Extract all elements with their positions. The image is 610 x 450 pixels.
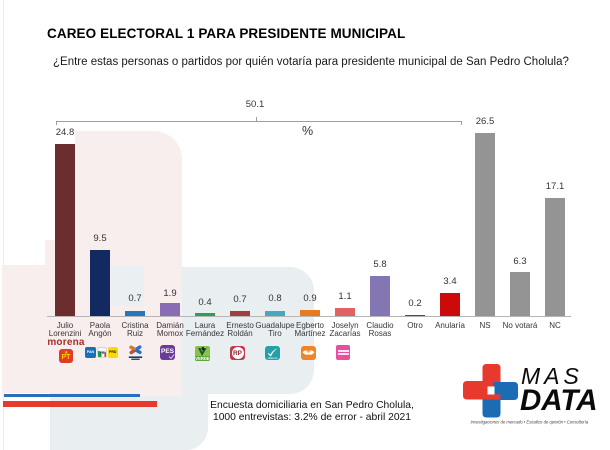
svg-text:DATA: DATA bbox=[520, 384, 598, 417]
svg-text:MAS: MAS bbox=[521, 363, 583, 389]
svg-text:Investigaciones de mercado • E: Investigaciones de mercado • Estudios de… bbox=[471, 420, 589, 425]
